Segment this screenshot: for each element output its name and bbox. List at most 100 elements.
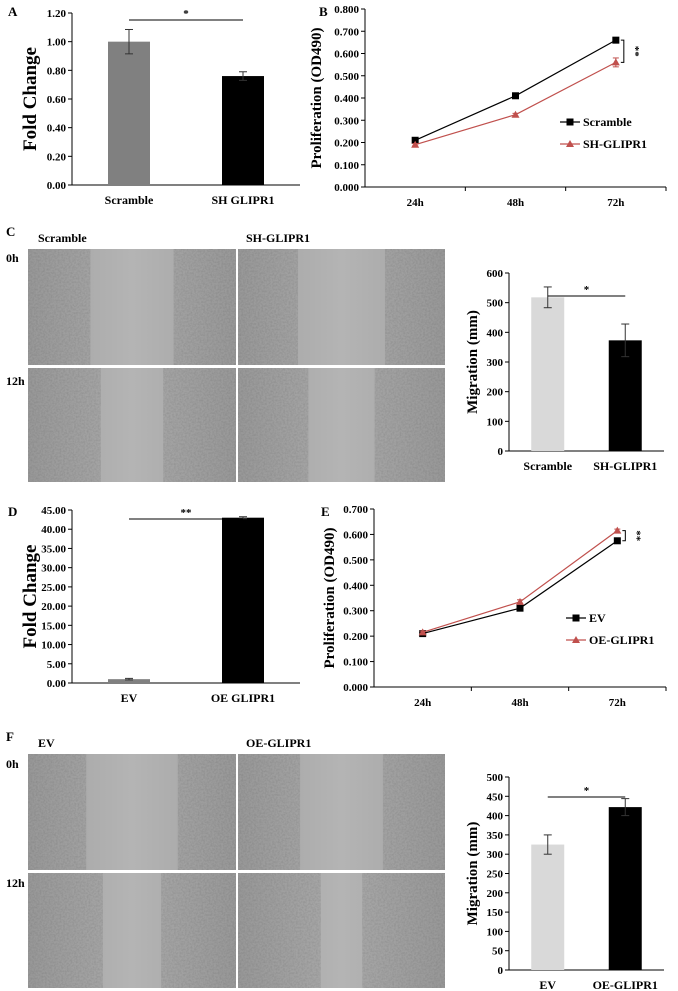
- y-tick-label: 1.00: [47, 37, 67, 49]
- y-tick-label: 0.400: [334, 93, 359, 105]
- panel-letter-b: B: [319, 4, 328, 19]
- y-tick-label: 500: [487, 772, 504, 784]
- y-tick-label: 300: [487, 849, 504, 861]
- scratch-images-f: EV OE-GLIPR1 0h 12h: [6, 736, 445, 988]
- image-row-label-0h: 0h: [6, 251, 19, 265]
- image-col-label-sh-glipr1: SH-GLIPR1: [246, 231, 310, 245]
- y-tick-label: 0.00: [47, 180, 67, 192]
- data-point-triangle: [411, 140, 420, 148]
- data-point-square: [516, 604, 524, 612]
- y-axis-label: Fold Change: [20, 545, 41, 649]
- significance-bracket: [622, 530, 626, 542]
- micrograph-shading: [238, 249, 445, 365]
- significance-marker: **: [629, 46, 641, 58]
- y-tick-label: 0.700: [343, 504, 368, 516]
- data-point-triangle: [511, 110, 520, 118]
- x-category-label: EV: [539, 978, 556, 991]
- y-tick-label: 300: [487, 357, 504, 369]
- micrograph-ev-0h: [28, 754, 236, 870]
- x-category-label: SH-GLIPR1: [593, 459, 657, 473]
- y-tick-label: 0.300: [343, 606, 368, 618]
- micrograph-shading: [238, 873, 445, 988]
- data-point-triangle: [613, 526, 622, 534]
- y-tick-label: 1.20: [47, 8, 67, 20]
- y-tick-label: 0.40: [47, 123, 67, 135]
- y-axis-label: Fold Change: [20, 47, 41, 151]
- y-tick-label: 25.00: [41, 582, 66, 594]
- y-tick-label: 20.00: [41, 601, 66, 613]
- micrograph-shading: [28, 249, 236, 365]
- x-category-label: EV: [121, 691, 138, 705]
- micrograph-scramble-0h: [28, 249, 236, 365]
- x-category-label: 72h: [609, 697, 626, 709]
- y-axis-label: Proliferation (OD490): [322, 528, 338, 669]
- significance-marker: **: [181, 507, 193, 519]
- data-point-square: [411, 136, 419, 144]
- x-category-label: 48h: [507, 197, 524, 209]
- x-category-label: OE-GLIPR1: [593, 978, 658, 991]
- x-category-label: 24h: [414, 697, 431, 709]
- micrograph-shading: [28, 873, 236, 988]
- data-point-square: [512, 92, 519, 100]
- significance-marker: **: [630, 530, 642, 542]
- bar: [531, 297, 565, 451]
- y-tick-label: 400: [487, 327, 504, 339]
- y-tick-label: 200: [487, 888, 504, 900]
- y-axis-label: Proliferation (OD490): [309, 28, 325, 169]
- y-tick-label: 35.00: [41, 543, 66, 555]
- micrograph-shading: [238, 754, 445, 870]
- image-col-label-scramble: Scramble: [38, 231, 87, 245]
- micrograph-shading: [238, 368, 445, 482]
- x-category-label: Scramble: [105, 193, 154, 207]
- y-tick-label: 0: [498, 446, 504, 458]
- micrograph-scramble-12h: [28, 368, 236, 482]
- legend-marker-square: [572, 614, 580, 622]
- chart-f-migration: 0 50 100 150 200 250 300 350 400 450 500 Migration …: [465, 772, 664, 991]
- y-tick-label: 0.100: [343, 657, 368, 669]
- y-tick-label: 0: [498, 965, 504, 977]
- y-tick-label: 0.500: [334, 71, 359, 83]
- y-axis-label: Migration (mm): [465, 822, 481, 926]
- y-tick-label: 15.00: [41, 620, 66, 632]
- micrograph-oe-glipr1-12h: [238, 873, 445, 988]
- data-point-square: [613, 537, 621, 545]
- y-tick-label: 400: [487, 811, 504, 823]
- y-tick-label: 45.00: [41, 505, 66, 517]
- y-tick-label: 0.400: [343, 580, 368, 592]
- data-point-triangle: [516, 597, 524, 605]
- x-category-label: 48h: [511, 697, 528, 709]
- chart-d-fold-change: 0.00 5.00 10.00 15.00 20.00 25.00 30.00 35.00 40…: [20, 505, 300, 705]
- image-row-label-0h: 0h: [6, 757, 19, 771]
- panel-letter-a: A: [8, 4, 18, 19]
- y-tick-label: 0.600: [334, 49, 359, 61]
- micrograph-oe-glipr1-0h: [238, 754, 445, 870]
- x-category-label: 72h: [607, 197, 624, 209]
- significance-marker: *: [584, 284, 590, 296]
- micrograph-ev-12h: [28, 873, 236, 988]
- bar: [222, 76, 264, 185]
- panel-letter-c: C: [6, 224, 15, 239]
- legend-marker-triangle: [572, 636, 580, 643]
- y-tick-label: 0.00: [47, 678, 67, 690]
- significance-bracket: [620, 39, 625, 63]
- y-tick-label: 0.60: [47, 94, 67, 106]
- y-tick-label: 0.500: [343, 555, 368, 567]
- data-point-triangle: [611, 58, 620, 66]
- y-tick-label: 10.00: [41, 640, 66, 652]
- image-col-label-ev: EV: [38, 736, 55, 750]
- y-tick-label: 0.20: [47, 151, 67, 163]
- bar: [608, 807, 642, 970]
- significance-marker: *: [183, 8, 189, 20]
- legend-label: Scramble: [583, 115, 632, 129]
- legend-marker-triangle: [566, 140, 574, 147]
- y-tick-label: 0.200: [334, 138, 359, 150]
- panel-letter-e: E: [321, 504, 330, 519]
- y-tick-label: 0.80: [47, 65, 67, 77]
- y-tick-label: 0.200: [343, 631, 368, 643]
- bar: [108, 41, 150, 185]
- image-row-label-12h: 12h: [6, 374, 25, 388]
- chart-b-proliferation: 0.000 0.100 0.200 0.300 0.400 0.500 0.600 0.700…: [309, 4, 667, 209]
- y-tick-label: 500: [487, 298, 504, 310]
- scratch-images-c: Scramble SH-GLIPR1 0h 12h: [6, 231, 445, 482]
